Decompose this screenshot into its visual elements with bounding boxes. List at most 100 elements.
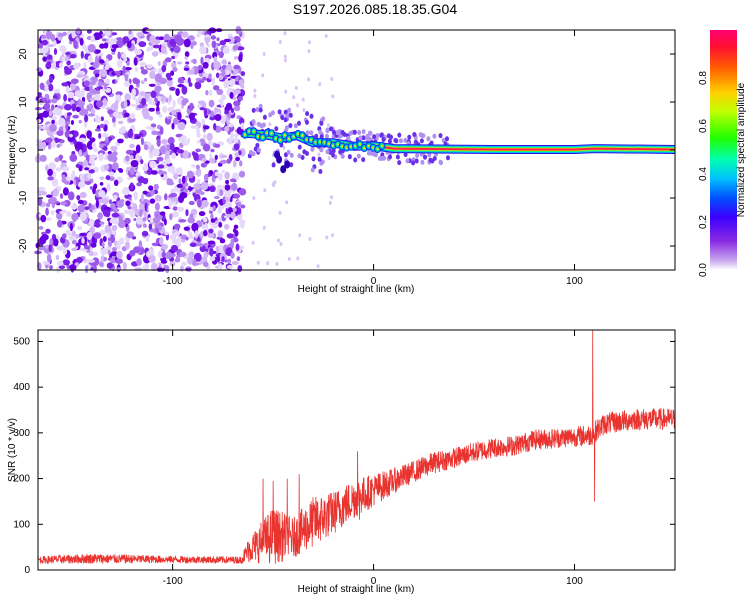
noise-dot bbox=[124, 74, 129, 82]
noise-dot bbox=[135, 98, 140, 106]
y-tick-label: 400 bbox=[13, 382, 30, 393]
noise-dot bbox=[41, 234, 49, 241]
halo-dot bbox=[284, 125, 289, 131]
noise-dot bbox=[99, 123, 105, 129]
noise-dot bbox=[317, 152, 321, 157]
noise-dot bbox=[210, 218, 216, 223]
noise-dot bbox=[55, 167, 62, 172]
noise-dot bbox=[92, 251, 98, 256]
noise-dot bbox=[169, 213, 173, 221]
halo-dot bbox=[352, 129, 357, 135]
noise-dot bbox=[196, 126, 200, 136]
halo-dot bbox=[288, 123, 293, 129]
noise-dot bbox=[92, 61, 100, 69]
noise-dot bbox=[232, 228, 237, 233]
halo-dot bbox=[398, 138, 403, 144]
noise-dot bbox=[218, 75, 224, 81]
noise-dot bbox=[154, 211, 159, 215]
noise-dot bbox=[46, 54, 53, 60]
noise-dot bbox=[226, 117, 230, 126]
noise-dot bbox=[187, 256, 194, 265]
snr-xlabel: Height of straight line (km) bbox=[298, 584, 415, 595]
noise-dot bbox=[195, 164, 200, 170]
noise-dot bbox=[110, 145, 118, 152]
noise-dot bbox=[193, 252, 202, 262]
noise-dot bbox=[285, 200, 289, 205]
noise-dot bbox=[91, 88, 97, 95]
halo-dot bbox=[403, 152, 408, 158]
noise-dot bbox=[196, 199, 202, 208]
noise-dot bbox=[166, 78, 173, 87]
halo-dot bbox=[445, 136, 449, 142]
noise-dot bbox=[62, 187, 69, 196]
halo-dot bbox=[358, 135, 363, 141]
noise-dot bbox=[156, 156, 164, 162]
noise-dot bbox=[99, 221, 105, 225]
signal-core bbox=[261, 136, 264, 139]
noise-dot bbox=[183, 188, 189, 193]
noise-dot bbox=[238, 188, 247, 196]
signal-core bbox=[248, 130, 251, 133]
noise-dot bbox=[307, 77, 310, 82]
noise-dot bbox=[233, 64, 241, 70]
noise-dot bbox=[59, 193, 64, 199]
noise-dot bbox=[117, 139, 124, 144]
noise-dot bbox=[37, 186, 46, 191]
noise-dot bbox=[201, 199, 209, 208]
noise-dot bbox=[136, 182, 142, 187]
noise-dot bbox=[166, 77, 173, 81]
noise-dot bbox=[217, 207, 222, 214]
noise-dot bbox=[159, 77, 167, 85]
noise-dot bbox=[214, 171, 219, 177]
noise-dot bbox=[214, 143, 221, 148]
noise-dot bbox=[179, 191, 188, 199]
noise-dot bbox=[240, 221, 245, 229]
noise-dot bbox=[209, 255, 216, 262]
noise-dot bbox=[238, 95, 243, 102]
noise-dot bbox=[209, 116, 216, 121]
noise-dot bbox=[99, 182, 104, 186]
noise-dot bbox=[207, 240, 216, 245]
noise-dot bbox=[318, 82, 322, 87]
noise-dot bbox=[168, 116, 173, 120]
halo-dot bbox=[274, 126, 279, 132]
noise-dot bbox=[185, 61, 190, 65]
signal-core bbox=[318, 140, 322, 144]
halo-dot bbox=[319, 120, 324, 126]
noise-dot bbox=[230, 252, 235, 259]
halo-dot bbox=[419, 138, 424, 144]
halo-dot bbox=[446, 155, 450, 161]
noise-dot bbox=[94, 116, 102, 123]
signal-core bbox=[380, 144, 384, 148]
noise-dot bbox=[253, 88, 257, 93]
halo-dot bbox=[249, 150, 253, 155]
x-tick-label: 0 bbox=[371, 576, 377, 587]
halo-dot bbox=[319, 147, 324, 153]
noise-dot bbox=[115, 114, 123, 119]
noise-dot bbox=[87, 44, 96, 53]
noise-dot bbox=[203, 125, 210, 130]
noise-dot bbox=[102, 236, 107, 242]
noise-dot bbox=[205, 36, 209, 46]
noise-dot bbox=[74, 90, 82, 97]
halo-dot bbox=[412, 132, 417, 137]
noise-dot bbox=[180, 105, 184, 109]
signal-blob bbox=[284, 160, 291, 169]
noise-dot bbox=[161, 65, 167, 73]
noise-dot bbox=[51, 98, 58, 104]
noise-dot bbox=[45, 126, 50, 131]
signal-core bbox=[358, 143, 362, 146]
halo-dot bbox=[251, 119, 256, 125]
noise-dot bbox=[195, 148, 202, 153]
noise-dot bbox=[170, 70, 175, 76]
noise-dot bbox=[208, 73, 212, 80]
noise-dot bbox=[98, 190, 106, 198]
noise-dot bbox=[105, 58, 109, 67]
signal-core bbox=[279, 139, 282, 142]
halo-dot bbox=[268, 112, 273, 118]
noise-dot bbox=[59, 210, 66, 215]
noise-dot bbox=[72, 114, 80, 119]
noise-dot bbox=[263, 188, 267, 193]
halo-dot bbox=[397, 132, 402, 138]
